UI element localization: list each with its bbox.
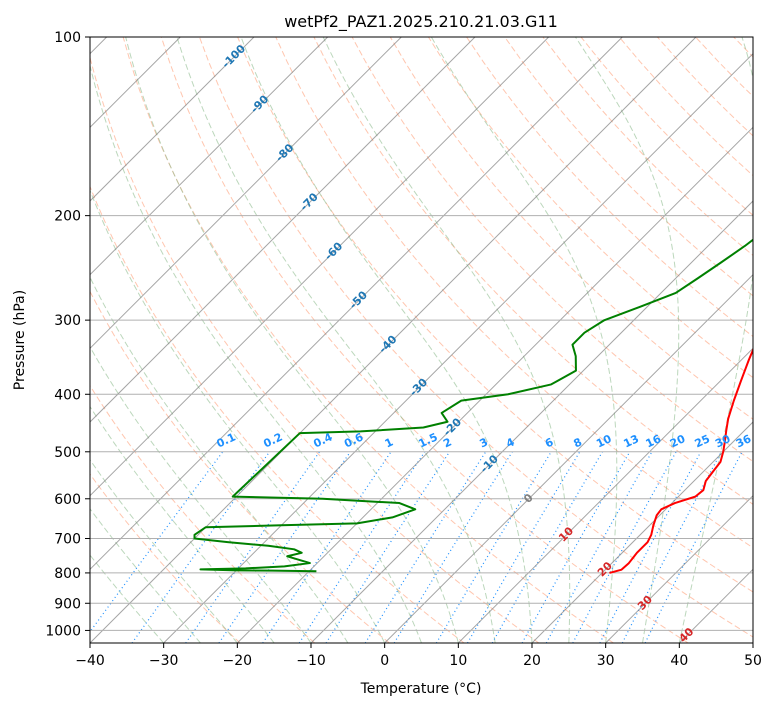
mixing-ratio-label: 10 [594,432,614,450]
mixing-ratio-line [599,451,702,643]
dry-adiabat [90,185,465,643]
moist-adiabat [90,405,275,643]
x-tick-label: 30 [597,653,615,669]
mixing-ratio-label: 13 [622,432,641,450]
y-tick-label: 100 [54,30,81,46]
mixing-ratio-line [298,451,426,643]
moist-adiabat [678,37,753,643]
mixing-ratio-label: 30 [713,432,733,450]
moist-adiabat [176,37,496,643]
y-tick-label: 900 [54,596,81,612]
isotherm-line [90,37,255,202]
isotherm-line [384,273,753,643]
mixing-ratio-label: 36 [734,432,754,450]
dry-adiabat [237,37,753,593]
mixing-ratio-line [131,451,271,643]
x-tick-label: −40 [75,653,105,669]
y-tick-label: 300 [54,313,81,329]
y-axis-title: Pressure (hPa) [12,290,28,390]
dry-adiabat [466,37,753,338]
moist-adiabat [90,63,422,643]
isotherm-line [163,52,753,643]
moist-adiabat [125,37,459,643]
moist-adiabat [90,345,312,643]
dry-adiabat [90,384,316,643]
mixing-ratio-label: 16 [644,432,664,450]
moist-adiabat [90,458,238,643]
dry-adiabat [90,290,390,643]
x-tick-label: 10 [449,653,467,669]
grid-lines [90,37,753,643]
x-tick-label: −30 [149,653,179,669]
mixing-ratio-line [185,451,321,643]
x-axis-title: Temperature (°C) [360,681,482,697]
y-tick-label: 400 [54,387,81,403]
mixing-ratio-line [90,451,224,633]
isotherm-line [457,347,753,643]
dry-adiabat [504,37,753,297]
temperature-profile-line [609,347,753,574]
x-tick-label: −10 [296,653,326,669]
moist-adiabat [90,554,165,643]
mixing-ratio-label: 25 [693,432,712,450]
moist-adiabat [90,188,386,643]
mixing-ratio-label: 20 [668,432,688,450]
mixing-ratio-line [435,451,552,643]
moist-adiabat [90,507,201,643]
isotherm-line [90,37,329,276]
y-tick-label: 700 [54,532,81,548]
mixing-ratio-line [218,451,351,643]
x-tick-label: 50 [744,653,762,669]
isotherm-line [90,37,476,423]
isotherm-line [236,126,753,643]
x-tick-label: 40 [670,653,688,669]
y-tick-label: 800 [54,566,81,582]
x-tick-label: −20 [223,653,253,669]
isotherm-line [605,494,753,643]
isotherm-line [531,421,753,643]
mixing-ratio-line [325,451,451,643]
x-tick-label: 20 [523,653,541,669]
y-tick-label: 200 [54,209,81,225]
isotherm-line [90,37,697,643]
isotherm-line [90,37,550,497]
mixing-ratio-line [364,451,487,643]
x-tick-label: 0 [380,653,389,669]
dry-adiabat [90,55,540,643]
dry-adiabat [313,37,753,505]
y-tick-label: 600 [54,492,81,508]
moist-adiabat [90,276,349,643]
mixing-ratio-line [545,451,653,643]
dry-adiabat [160,37,689,643]
isotherm-line [90,37,402,350]
moist-adiabat [575,37,680,643]
y-tick-label: 1000 [45,623,81,639]
dry-adiabat [351,37,753,463]
dry-adiabat [122,37,614,643]
dewpoint-profile-line [193,238,753,573]
plot-frame [89,36,754,644]
y-tick-label: 500 [54,445,81,461]
dry-adiabat [389,37,753,420]
isotherm-line [90,37,623,571]
data-lines [193,238,753,574]
mixing-ratio-line [572,451,677,643]
mixing-ratio-line [262,451,392,643]
dry-adiabat [90,473,241,643]
axis-ticks: −40 −30 −20 −10 0 10 20 30 40 50 100 200 300 400 500 60… [45,30,762,669]
isotherm-line [310,200,753,643]
chart-title: wetPf2_PAZ1.2025.210.21.03.G11 [284,12,558,32]
moist-adiabat [240,37,533,643]
moist-adiabat [430,37,618,643]
moist-adiabat [322,37,571,643]
